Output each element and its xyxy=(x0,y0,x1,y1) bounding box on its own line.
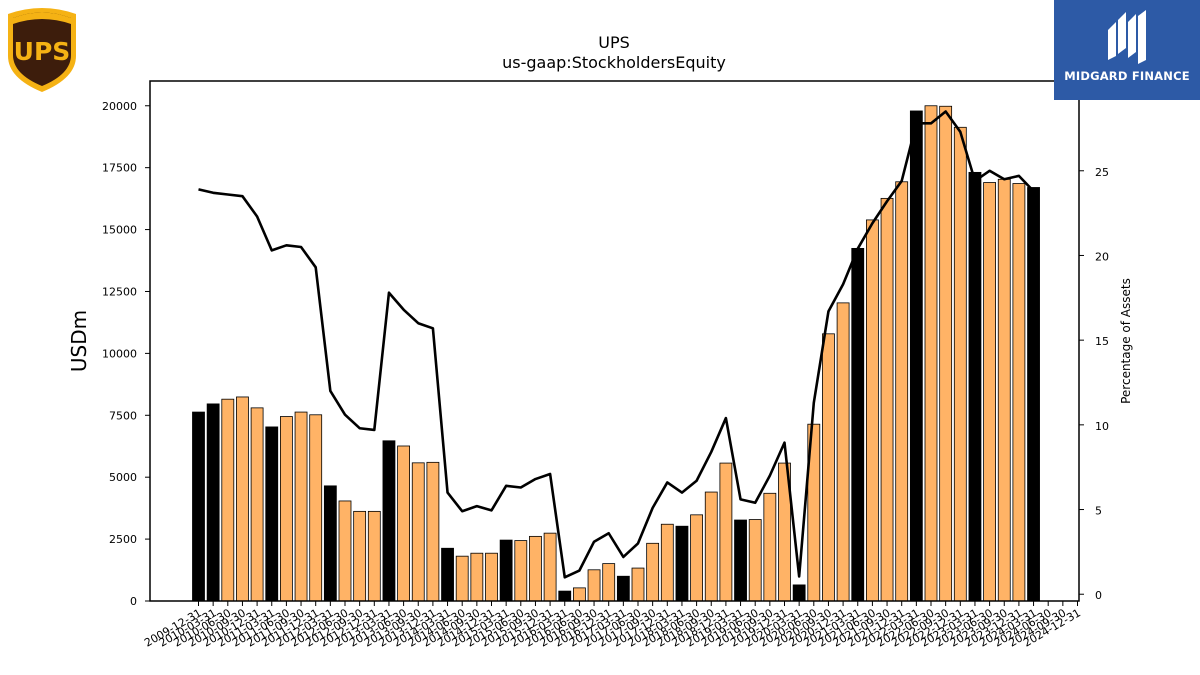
bar-2013-12-31 xyxy=(426,461,440,602)
bar-2010-03-31 xyxy=(206,403,220,602)
bar-2021-12-31 xyxy=(895,181,909,602)
bar-2016-09-30 xyxy=(587,569,601,602)
bar-2018-03-31 xyxy=(675,525,689,602)
bar-2020-12-31 xyxy=(836,302,850,602)
bar-2015-09-30 xyxy=(529,535,542,602)
bar-2024-03-31 xyxy=(1027,187,1040,602)
chart-subtitle: us-gaap:StockholdersEquity xyxy=(502,53,726,72)
bar-2011-12-31 xyxy=(309,414,323,602)
bar-2017-09-30 xyxy=(646,542,660,602)
bar-2017-06-30 xyxy=(631,567,645,602)
y2-tick-label: 25 xyxy=(1095,166,1109,179)
bar-2021-06-30 xyxy=(866,219,879,602)
bar-2015-12-31 xyxy=(543,532,557,602)
bar-2019-06-30 xyxy=(748,519,762,602)
line-group xyxy=(198,110,1035,579)
bar-2023-03-31 xyxy=(968,171,982,602)
bar-2013-09-30 xyxy=(411,462,425,602)
ups-shield-icon: UPS xyxy=(8,8,76,92)
bar-2022-09-30 xyxy=(939,105,953,602)
bar-2009-12-31 xyxy=(192,411,205,602)
bar-2016-06-30 xyxy=(573,587,586,602)
bar-2016-03-31 xyxy=(558,590,572,602)
y-tick-label: 2500 xyxy=(109,533,137,546)
bar-2014-03-31 xyxy=(441,547,454,602)
y-axis-left: 0 2500 5000 7500 10000 12500 15000 17500 20000 xyxy=(102,100,150,608)
bar-2023-09-30 xyxy=(997,178,1011,602)
bar-group xyxy=(192,105,1040,602)
bar-2015-06-30 xyxy=(514,540,528,602)
midgard-mark-icon xyxy=(1108,10,1146,64)
bar-2010-12-31 xyxy=(250,407,264,602)
y-tick-label: 0 xyxy=(130,595,137,608)
bar-2017-03-31 xyxy=(616,575,630,602)
bar-2014-12-31 xyxy=(485,552,498,602)
bar-2021-09-30 xyxy=(880,197,894,602)
midgard-finance-text: MIDGARD FINANCE xyxy=(1064,69,1190,83)
y2-tick-label: 20 xyxy=(1095,250,1109,263)
bar-2012-12-31 xyxy=(367,510,381,602)
bar-2020-03-31 xyxy=(792,584,806,602)
bar-2012-06-30 xyxy=(338,500,352,602)
bar-2016-12-31 xyxy=(602,563,616,602)
ups-logo: UPS xyxy=(4,4,80,94)
y2-tick-label: 0 xyxy=(1095,589,1102,602)
y-tick-label: 20000 xyxy=(102,100,137,113)
y-axis-label-left: USDm xyxy=(67,310,91,372)
bar-2012-09-30 xyxy=(353,510,367,602)
bar-2018-09-30 xyxy=(704,491,718,602)
plot-frame xyxy=(149,80,1080,602)
chart-title: UPS xyxy=(598,33,630,52)
y-tick-label: 7500 xyxy=(109,409,137,422)
bar-2023-06-30 xyxy=(983,182,996,602)
bar-2011-06-30 xyxy=(279,416,293,602)
y-axis-label-right: Percentage of Assets xyxy=(1119,278,1133,404)
bar-2011-09-30 xyxy=(294,411,308,602)
y2-tick-label: 5 xyxy=(1095,505,1102,518)
y-tick-label: 12500 xyxy=(102,285,137,298)
bar-2021-03-31 xyxy=(851,247,865,602)
bar-2011-03-31 xyxy=(265,426,279,602)
y-tick-label: 15000 xyxy=(102,224,137,237)
bar-2014-06-30 xyxy=(455,555,469,602)
bar-2013-06-30 xyxy=(397,445,411,602)
bar-2013-03-31 xyxy=(382,440,396,602)
bar-2018-06-30 xyxy=(690,514,703,602)
bar-2010-09-30 xyxy=(236,396,249,602)
ups-logo-text: UPS xyxy=(14,37,71,66)
bar-2022-06-30 xyxy=(924,105,938,602)
bar-2019-09-30 xyxy=(763,492,777,602)
bar-2022-12-31 xyxy=(953,126,967,602)
bar-2022-03-31 xyxy=(909,110,923,602)
y2-tick-label: 10 xyxy=(1095,420,1109,433)
bar-2014-09-30 xyxy=(470,552,484,602)
bar-2010-06-30 xyxy=(221,398,235,602)
y-axis-right: 0 5 10 15 20 25 xyxy=(1079,166,1109,602)
y-tick-label: 17500 xyxy=(102,162,137,175)
y-tick-label: 5000 xyxy=(109,471,137,484)
bar-2023-12-31 xyxy=(1012,183,1026,602)
y-tick-label: 10000 xyxy=(102,347,137,360)
bar-2012-03-31 xyxy=(323,485,337,602)
bar-2020-09-30 xyxy=(822,333,835,602)
y2-tick-label: 15 xyxy=(1095,335,1109,348)
bar-2018-12-31 xyxy=(719,462,733,602)
midgard-finance-logo: MIDGARD FINANCE xyxy=(1054,0,1200,100)
bar-2019-03-31 xyxy=(734,519,747,602)
series-line-percentage xyxy=(198,110,1035,579)
bar-2015-03-31 xyxy=(499,539,513,602)
x-axis: 2009-12-312010-03-312010-06-302010-09-30… xyxy=(142,601,1083,650)
bar-2017-12-31 xyxy=(660,523,674,602)
